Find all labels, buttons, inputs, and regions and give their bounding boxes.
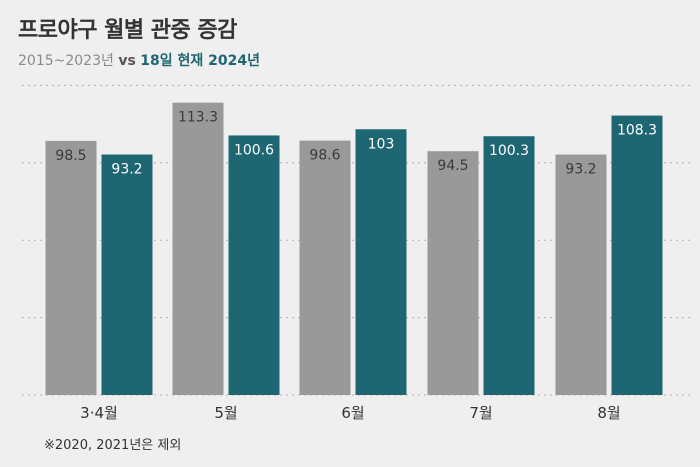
bar-baseline-4 <box>555 154 607 395</box>
bar-current-2 <box>355 129 407 395</box>
x-tick-label-0: 3·4월 <box>80 404 118 422</box>
chart-subtitle: 2015~2023년 vs 18일 현재 2024년 <box>18 50 260 70</box>
bar-current-4 <box>611 115 663 395</box>
data-label-current-2: 103 <box>368 136 395 152</box>
subtitle-baseline: 2015~2023년 <box>18 53 114 69</box>
bar-baseline-1 <box>172 102 224 395</box>
subtitle-current: 18일 현재 2024년 <box>140 53 260 69</box>
footnote: ※2020, 2021년은 제외 <box>44 438 182 453</box>
subtitle-vs: vs <box>118 53 136 69</box>
x-tick-label-1: 5월 <box>214 404 237 422</box>
chart-title: 프로야구 월별 관중 증감 <box>18 18 237 43</box>
bar-baseline-0 <box>45 140 97 395</box>
data-label-current-1: 100.6 <box>234 142 274 158</box>
bar-current-1 <box>228 135 280 395</box>
data-label-current-4: 108.3 <box>617 123 657 139</box>
bars: 98.5 93.2 3·4월 113.3 100.6 5월 98.6 103 6월 94.5 100… <box>45 102 663 422</box>
bar-current-0 <box>101 154 153 395</box>
x-tick-label-3: 7월 <box>469 404 492 422</box>
bar-baseline-3 <box>427 151 479 395</box>
x-tick-label-2: 6월 <box>341 404 364 422</box>
bar-current-3 <box>483 136 535 395</box>
x-tick-label-4: 8월 <box>597 404 620 422</box>
data-label-current-3: 100.3 <box>489 143 529 159</box>
data-label-baseline-1: 113.3 <box>178 110 218 126</box>
data-label-baseline-0: 98.5 <box>55 148 86 164</box>
bar-baseline-2 <box>299 140 351 395</box>
data-label-current-0: 93.2 <box>111 162 142 178</box>
data-label-baseline-2: 98.6 <box>309 148 340 164</box>
data-label-baseline-3: 94.5 <box>437 158 468 174</box>
data-label-baseline-4: 93.2 <box>565 162 596 178</box>
